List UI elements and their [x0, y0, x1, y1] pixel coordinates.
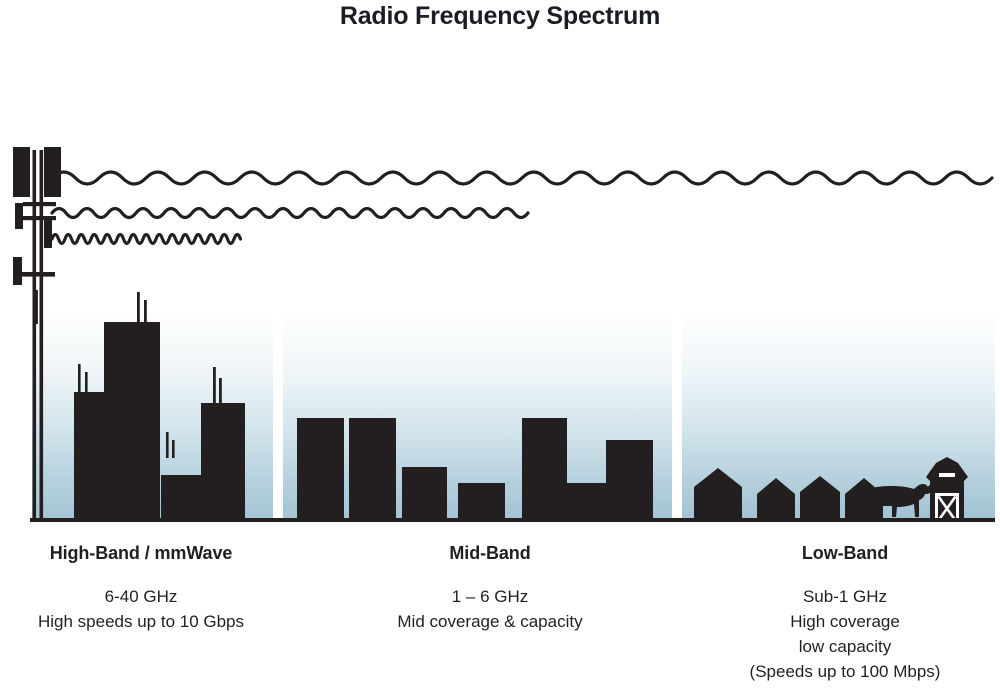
building-mid-2 [349, 418, 396, 521]
building-mid-5 [522, 418, 567, 521]
band-caption-mid-band: Mid-Band 1 – 6 GHz Mid coverage & capaci… [340, 543, 640, 634]
mid-band-skyline [297, 418, 653, 521]
tower-crossbar-upper [23, 202, 56, 207]
band-detail-mid-band-line-1: 1 – 6 GHz [451, 586, 529, 606]
band-name-low-band: Low-Band [801, 543, 889, 563]
house-2 [757, 478, 795, 521]
band-name-mid-band: Mid-Band [449, 543, 531, 563]
page-title: Radio Frequency Spectrum [339, 2, 661, 30]
tower-antenna-panel-low-left [13, 257, 22, 285]
building-spire [137, 292, 140, 322]
building-spire [172, 440, 175, 458]
medium-wavelength-wave [50, 206, 530, 220]
tower-mast-left [32, 150, 37, 521]
building-spire [219, 378, 222, 403]
cow-icon [857, 484, 935, 517]
building-mid-4 [458, 483, 505, 521]
building-high-3 [161, 475, 201, 521]
tower-antenna-panel-top-left [13, 147, 30, 197]
band-detail-low-band-line-4: (Speeds up to 100 Mbps) [749, 662, 941, 682]
house-1 [694, 468, 742, 521]
barn-door-cross [937, 495, 957, 522]
cell-tower [13, 147, 61, 521]
band-detail-low-band-line-1: Sub-1 GHz [802, 586, 888, 606]
band-caption-low-band: Low-Band Sub-1 GHz High coverage low cap… [690, 543, 1000, 684]
band-captions: High-Band / mmWave 6-40 GHz High speeds … [0, 543, 1000, 700]
radio-waves [50, 170, 994, 246]
building-high-2 [104, 322, 160, 521]
band-detail-high-band-line-1: 6-40 GHz [104, 586, 178, 606]
band-name-high-band: High-Band / mmWave [49, 543, 233, 563]
house-3 [800, 476, 840, 521]
short-wavelength-wave [50, 232, 243, 246]
tower-crossbar-middle [23, 216, 56, 221]
tower-mast-right [39, 150, 44, 521]
tower-antenna-panel-mid-left [15, 203, 23, 229]
building-mid-3 [402, 467, 447, 521]
band-detail-high-band-line-2: High speeds up to 10 Gbps [37, 611, 245, 631]
building-spire [85, 372, 88, 396]
tower-antenna-panel-mid-right [44, 218, 52, 248]
high-band-skyline [74, 292, 245, 521]
band-detail-low-band-line-2: High coverage [790, 611, 900, 631]
tower-crossbar-base [34, 290, 38, 324]
building-spire [166, 432, 169, 458]
barn-icon [926, 457, 968, 522]
band-detail-low-band-line-3: low capacity [798, 637, 892, 656]
building-mid-1 [297, 418, 344, 521]
building-spire [78, 364, 81, 396]
band-detail-mid-band-line-2: Mid coverage & capacity [397, 611, 583, 631]
band-caption-high-band: High-Band / mmWave 6-40 GHz High speeds … [0, 543, 282, 634]
building-high-4 [201, 403, 245, 521]
spectrum-illustration [13, 147, 995, 522]
building-mid-6 [566, 483, 606, 521]
building-mid-7 [606, 440, 653, 521]
ground-line [30, 518, 995, 522]
building-spire [144, 300, 147, 322]
barn-hayloft-window [939, 473, 955, 477]
tower-crossbar-lower [21, 272, 55, 277]
building-spire [213, 367, 216, 403]
barn-roof-eaves [926, 457, 968, 481]
low-band-skyline [694, 457, 968, 522]
tower-antenna-panel-top-right [44, 147, 61, 197]
building-high-1 [74, 392, 104, 521]
long-wavelength-wave [50, 170, 994, 186]
